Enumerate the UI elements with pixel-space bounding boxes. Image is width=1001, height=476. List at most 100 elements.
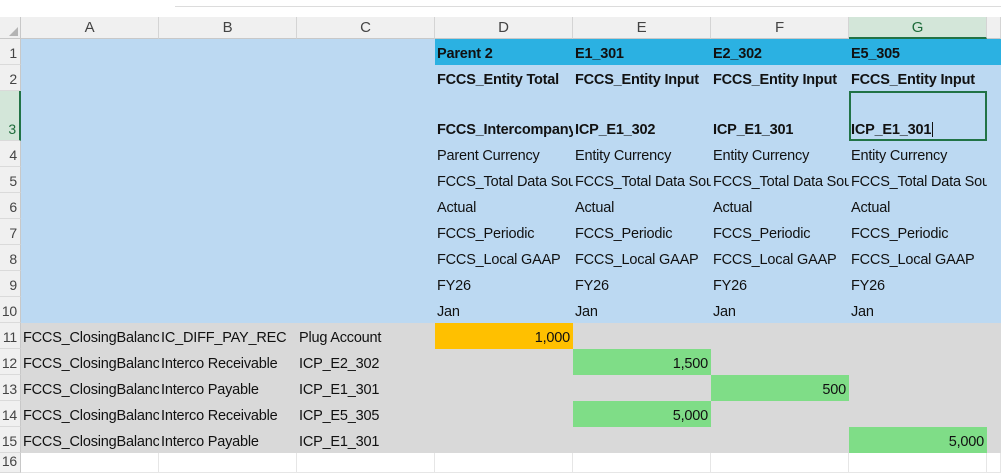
cell-d8[interactable]: FCCS_Local GAAP [435, 245, 573, 271]
cell-a1[interactable] [21, 39, 159, 65]
cell-e15[interactable] [573, 427, 711, 453]
cell-a3[interactable] [21, 91, 159, 141]
cell-g10[interactable]: Jan [849, 297, 987, 323]
row-header-5[interactable]: 5 [0, 167, 21, 193]
cell-a5[interactable] [21, 167, 159, 193]
cell-f3[interactable]: ICP_E1_301 [711, 91, 849, 141]
column-header-b[interactable]: B [159, 17, 297, 39]
row-header-4[interactable]: 4 [0, 141, 21, 167]
column-header-c[interactable]: C [297, 17, 435, 39]
row-header-15[interactable]: 15 [0, 427, 21, 453]
cell-g16[interactable] [849, 453, 987, 473]
cell-a6[interactable] [21, 193, 159, 219]
cell-b3[interactable] [159, 91, 297, 141]
row-header-2[interactable]: 2 [0, 65, 21, 91]
cell-f9[interactable]: FY26 [711, 271, 849, 297]
cell-a2[interactable] [21, 65, 159, 91]
cell-c15[interactable]: ICP_E1_301 [297, 427, 435, 453]
cell-e6[interactable]: Actual [573, 193, 711, 219]
cell-c8[interactable] [297, 245, 435, 271]
cell-a7[interactable] [21, 219, 159, 245]
cell-b13[interactable]: Interco Payable [159, 375, 297, 401]
cell-c4[interactable] [297, 141, 435, 167]
row-header-1[interactable]: 1 [0, 39, 21, 65]
cell-c11[interactable]: Plug Account [297, 323, 435, 349]
cell-b10[interactable] [159, 297, 297, 323]
row-header-13[interactable]: 13 [0, 375, 21, 401]
row-header-7[interactable]: 7 [0, 219, 21, 245]
cell-a11[interactable]: FCCS_ClosingBalance [21, 323, 159, 349]
cell-f5[interactable]: FCCS_Total Data Source [711, 167, 849, 193]
cell-f8[interactable]: FCCS_Local GAAP [711, 245, 849, 271]
cell-b8[interactable] [159, 245, 297, 271]
cell-f2[interactable]: FCCS_Entity Input [711, 65, 849, 91]
cell-b14[interactable]: Interco Receivable [159, 401, 297, 427]
cell-e12[interactable]: 1,500 [573, 349, 711, 375]
cell-g9[interactable]: FY26 [849, 271, 987, 297]
cell-b1[interactable] [159, 39, 297, 65]
cell-e9[interactable]: FY26 [573, 271, 711, 297]
cell-d6[interactable]: Actual [435, 193, 573, 219]
cell-c6[interactable] [297, 193, 435, 219]
cell-e5[interactable]: FCCS_Total Data Source [573, 167, 711, 193]
cell-b4[interactable] [159, 141, 297, 167]
row-header-12[interactable]: 12 [0, 349, 21, 375]
cell-e8[interactable]: FCCS_Local GAAP [573, 245, 711, 271]
column-header-a[interactable]: A [21, 17, 159, 39]
cell-f16[interactable] [711, 453, 849, 473]
cell-g14[interactable] [849, 401, 987, 427]
cell-b12[interactable]: Interco Receivable [159, 349, 297, 375]
column-header-e[interactable]: E [573, 17, 711, 39]
cell-f6[interactable]: Actual [711, 193, 849, 219]
cell-g6[interactable]: Actual [849, 193, 987, 219]
cell-f7[interactable]: FCCS_Periodic [711, 219, 849, 245]
cell-d14[interactable] [435, 401, 573, 427]
cell-c12[interactable]: ICP_E2_302 [297, 349, 435, 375]
cell-e4[interactable]: Entity Currency [573, 141, 711, 167]
cell-a10[interactable] [21, 297, 159, 323]
cell-c9[interactable] [297, 271, 435, 297]
cell-b7[interactable] [159, 219, 297, 245]
cell-g12[interactable] [849, 349, 987, 375]
cell-d11[interactable]: 1,000 [435, 323, 573, 349]
cell-e10[interactable]: Jan [573, 297, 711, 323]
cell-c14[interactable]: ICP_E5_305 [297, 401, 435, 427]
cell-d2[interactable]: FCCS_Entity Total [435, 65, 573, 91]
cell-g8[interactable]: FCCS_Local GAAP [849, 245, 987, 271]
column-header-d[interactable]: D [435, 17, 573, 39]
row-header-10[interactable]: 10 [0, 297, 21, 323]
cell-a13[interactable]: FCCS_ClosingBalance [21, 375, 159, 401]
cell-e11[interactable] [573, 323, 711, 349]
cell-d1[interactable]: Parent 2 [435, 39, 573, 65]
cell-a4[interactable] [21, 141, 159, 167]
cell-f1[interactable]: E2_302 [711, 39, 849, 65]
cell-a14[interactable]: FCCS_ClosingBalance [21, 401, 159, 427]
cell-e7[interactable]: FCCS_Periodic [573, 219, 711, 245]
cell-e2[interactable]: FCCS_Entity Input [573, 65, 711, 91]
cell-g3[interactable]: ICP_E1_301 [849, 91, 987, 141]
cell-d3[interactable]: FCCS_Intercompany Top [435, 91, 573, 141]
cell-e3[interactable]: ICP_E1_302 [573, 91, 711, 141]
cell-d12[interactable] [435, 349, 573, 375]
cell-f11[interactable] [711, 323, 849, 349]
cell-b11[interactable]: IC_DIFF_PAY_REC [159, 323, 297, 349]
cell-g1[interactable]: E5_305 [849, 39, 987, 65]
cell-a9[interactable] [21, 271, 159, 297]
cell-g4[interactable]: Entity Currency [849, 141, 987, 167]
cell-a12[interactable]: FCCS_ClosingBalance [21, 349, 159, 375]
cell-d10[interactable]: Jan [435, 297, 573, 323]
column-header-f[interactable]: F [711, 17, 849, 39]
cell-b16[interactable] [159, 453, 297, 473]
cell-f4[interactable]: Entity Currency [711, 141, 849, 167]
cell-c3[interactable] [297, 91, 435, 141]
row-header-16[interactable]: 16 [0, 453, 21, 473]
cell-a8[interactable] [21, 245, 159, 271]
cell-f14[interactable] [711, 401, 849, 427]
cell-a15[interactable]: FCCS_ClosingBalance [21, 427, 159, 453]
cell-f10[interactable]: Jan [711, 297, 849, 323]
cell-c7[interactable] [297, 219, 435, 245]
cell-f12[interactable] [711, 349, 849, 375]
cell-g2[interactable]: FCCS_Entity Input [849, 65, 987, 91]
cell-a16[interactable] [21, 453, 159, 473]
cell-g13[interactable] [849, 375, 987, 401]
